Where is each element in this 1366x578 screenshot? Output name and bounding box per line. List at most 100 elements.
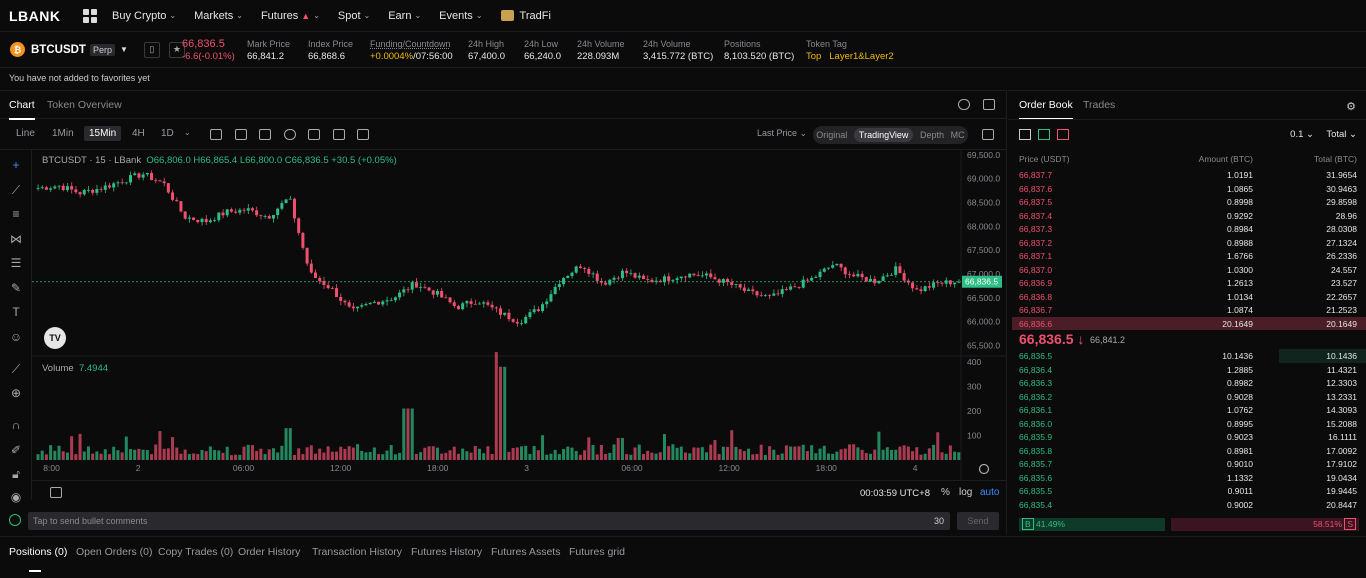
- indicators-icon[interactable]: [259, 129, 271, 140]
- nav-events[interactable]: Events ⌄: [436, 10, 485, 22]
- indicator-settings-icon[interactable]: [210, 129, 222, 140]
- bid-row[interactable]: 66,835.8 0.8981 17.0092: [1008, 444, 1366, 458]
- tab-order-history[interactable]: Order History: [238, 546, 301, 558]
- timeframe-dropdown-icon[interactable]: ⌄: [184, 128, 191, 137]
- view-mc[interactable]: MC: [950, 130, 965, 140]
- tab-futures-grid[interactable]: Futures grid: [569, 546, 626, 558]
- book-both-icon[interactable]: [1019, 129, 1031, 140]
- ruler-icon[interactable]: ⟋: [11, 362, 21, 376]
- book-asks-icon[interactable]: [1057, 129, 1069, 140]
- tab-token-overview[interactable]: Token Overview: [47, 99, 122, 111]
- ask-row[interactable]: 66,837.7 1.0191 31.9654: [1008, 168, 1366, 182]
- nav-markets[interactable]: Markets ⌄: [191, 10, 246, 22]
- tab-trades[interactable]: Trades: [1083, 99, 1116, 111]
- ask-row[interactable]: 66,837.4 0.9292 28.96: [1008, 209, 1366, 223]
- crosshair-icon[interactable]: +: [12, 158, 20, 172]
- timeframe-1d[interactable]: 1D: [161, 128, 174, 139]
- pattern-icon[interactable]: ⋈: [10, 232, 22, 246]
- bid-row[interactable]: 66,836.1 1.0762 14.3093: [1008, 403, 1366, 417]
- alert-bell-icon[interactable]: [958, 99, 970, 110]
- ask-row[interactable]: 66,837.2 0.8988 27.1324: [1008, 236, 1366, 250]
- lbank-logo[interactable]: LBANK: [9, 7, 61, 24]
- magnet-icon[interactable]: ∩: [11, 418, 21, 432]
- star-icon[interactable]: ★: [168, 41, 185, 58]
- comment-icon[interactable]: [9, 514, 21, 526]
- ask-row[interactable]: 66,837.6 1.0865 30.9463: [1008, 182, 1366, 196]
- bid-row[interactable]: 66,836.4 1.2885 11.4321: [1008, 363, 1366, 377]
- ask-row[interactable]: 66,836.7 1.0874 21.2523: [1008, 303, 1366, 317]
- candlestick-chart[interactable]: 69,500.0 69,000.0 68,500.0 68,000.0 67,500.0…: [32, 150, 1006, 480]
- tab-copy-trades[interactable]: Copy Trades (0): [158, 546, 234, 558]
- tab-chart[interactable]: Chart: [9, 99, 35, 120]
- view-tradingview[interactable]: TradingView: [853, 128, 914, 142]
- compare-icon[interactable]: [284, 129, 296, 140]
- symbol-dropdown-icon[interactable]: ▼: [119, 45, 128, 54]
- tab-transaction-history[interactable]: Transaction History: [312, 546, 403, 558]
- bid-row[interactable]: 66,835.6 1.1332 19.0434: [1008, 471, 1366, 485]
- send-button[interactable]: Send: [957, 512, 999, 530]
- precision-select[interactable]: 0.1 ⌄: [1290, 129, 1314, 140]
- bid-row[interactable]: 66,836.0 0.8995 15.2088: [1008, 417, 1366, 431]
- timeframe-15min[interactable]: 15Min: [84, 126, 122, 141]
- ask-row[interactable]: 66,836.9 1.2613 23.527: [1008, 276, 1366, 290]
- book-bids-icon[interactable]: [1038, 129, 1050, 140]
- view-original[interactable]: Original: [816, 130, 848, 140]
- expand-icon[interactable]: [982, 129, 994, 140]
- tab-futures-history[interactable]: Futures History: [411, 546, 483, 558]
- candle-type-icon[interactable]: [235, 129, 247, 140]
- fib-icon[interactable]: ☰: [10, 256, 22, 270]
- tab-futures-assets[interactable]: Futures Assets: [491, 546, 561, 558]
- layout-icon[interactable]: [333, 129, 345, 140]
- auto-toggle[interactable]: auto: [980, 487, 1000, 498]
- nav-earn[interactable]: Earn ⌄: [385, 10, 424, 22]
- emoji-icon[interactable]: ☺: [9, 330, 23, 344]
- ask-row[interactable]: 66,837.0 1.0300 24.557: [1008, 263, 1366, 277]
- total-mode-select[interactable]: Total ⌄: [1326, 129, 1357, 140]
- nav-futures[interactable]: Futures ▲ ⌄: [258, 10, 323, 22]
- bid-row[interactable]: 66,836.2 0.9028 13.2331: [1008, 390, 1366, 404]
- bid-row[interactable]: 66,835.9 0.9023 16.1111: [1008, 430, 1366, 444]
- timeframe-4h[interactable]: 4H: [132, 128, 145, 139]
- symbol-name[interactable]: BTCUSDT: [31, 43, 86, 56]
- log-toggle[interactable]: log: [959, 487, 973, 498]
- ask-row[interactable]: 66,836.6 20.1649 20.1649: [1008, 316, 1366, 330]
- fullscreen-icon[interactable]: [983, 99, 995, 110]
- settings-sliders-icon[interactable]: ⚙: [1346, 101, 1356, 113]
- lock-drawing-icon[interactable]: ✐: [10, 443, 22, 457]
- template-icon[interactable]: [357, 129, 369, 140]
- nav-tradfi[interactable]: TradFi: [498, 10, 554, 22]
- bid-row[interactable]: 66,835.4 0.9002 20.8447: [1008, 498, 1366, 512]
- ask-row[interactable]: 66,836.8 1.0134 22.2657: [1008, 290, 1366, 304]
- timeframe-1min[interactable]: 1Min: [52, 128, 74, 139]
- bid-row[interactable]: 66,836.5 10.1436 10.1436: [1008, 349, 1366, 363]
- lock-icon[interactable]: 🔓︎: [12, 467, 20, 481]
- book-icon[interactable]: ▯: [143, 41, 160, 58]
- nav-buy-crypto[interactable]: Buy Crypto ⌄: [109, 10, 179, 22]
- view-depth[interactable]: Depth: [920, 130, 945, 140]
- tag-layer[interactable]: Layer1&Layer2: [829, 51, 894, 62]
- tradingview-logo[interactable]: TV: [44, 327, 66, 349]
- camera-icon[interactable]: [308, 129, 320, 140]
- ask-row[interactable]: 66,837.3 0.8984 28.0308: [1008, 222, 1366, 236]
- bid-row[interactable]: 66,836.3 0.8982 12.3303: [1008, 376, 1366, 390]
- bid-row[interactable]: 66,835.7 0.9010 17.9102: [1008, 457, 1366, 471]
- text-icon[interactable]: T: [12, 305, 20, 319]
- ask-row[interactable]: 66,837.1 1.6766 26.2336: [1008, 249, 1366, 263]
- brush-icon[interactable]: ✎: [10, 281, 22, 295]
- bid-row[interactable]: 66,835.5 0.9011 19.9445: [1008, 484, 1366, 498]
- tab-order-book[interactable]: Order Book: [1019, 99, 1073, 120]
- tab-open-orders[interactable]: Open Orders (0): [76, 546, 153, 558]
- bullet-comment-input[interactable]: Tap to send bullet comments 30: [28, 512, 950, 530]
- ask-row[interactable]: 66,837.5 0.8998 29.8598: [1008, 195, 1366, 209]
- timeframe-line[interactable]: Line: [16, 128, 35, 139]
- eye-icon[interactable]: ◉: [10, 490, 22, 504]
- percent-toggle[interactable]: %: [941, 487, 950, 498]
- horizontal-lines-icon[interactable]: ≡: [12, 207, 20, 221]
- stat-funding[interactable]: Funding/Countdown +0.0004%/07:56:00: [370, 39, 453, 62]
- zoom-in-icon[interactable]: ⊕: [10, 386, 22, 400]
- trend-line-icon[interactable]: ⟋: [11, 183, 21, 197]
- date-range-icon[interactable]: [50, 487, 62, 498]
- tab-positions[interactable]: Positions (0): [9, 546, 68, 572]
- nav-spot[interactable]: Spot ⌄: [335, 10, 373, 22]
- last-price-select[interactable]: Last Price ⌄: [757, 128, 808, 138]
